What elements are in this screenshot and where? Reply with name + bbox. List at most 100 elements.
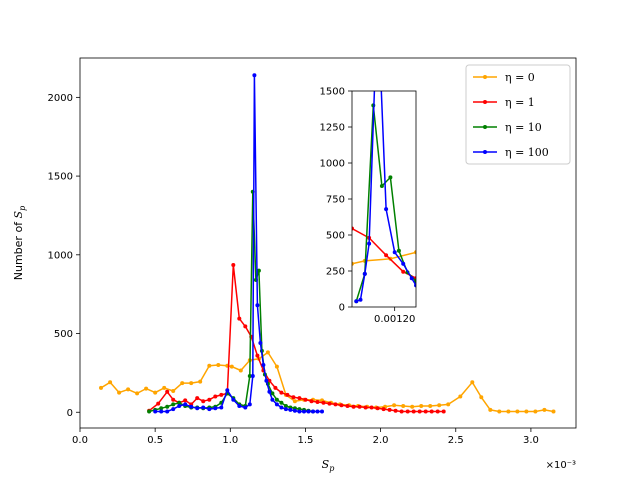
main-point-0 <box>171 389 176 393</box>
main-point-10 <box>256 268 261 273</box>
main-point-0 <box>488 407 493 412</box>
main-point-100 <box>171 407 176 412</box>
main-point-100 <box>264 378 269 383</box>
main-x-tick-label: 1.0 <box>222 435 238 446</box>
main-point-0 <box>126 387 131 392</box>
main-point-0 <box>515 409 520 414</box>
main-point-1 <box>339 403 344 408</box>
main-point-100 <box>297 409 302 414</box>
main-point-1 <box>315 400 320 404</box>
main-point-1 <box>165 389 170 394</box>
main-point-1 <box>285 392 290 397</box>
main-point-0 <box>410 404 415 409</box>
legend: η = 0 η = 1 η = 10 η = 100 <box>465 64 571 165</box>
legend-swatch-marker <box>483 125 487 129</box>
main-point-1 <box>381 407 386 412</box>
main-point-100 <box>153 409 158 414</box>
main-point-1 <box>309 399 314 404</box>
main-point-10 <box>279 400 284 405</box>
main-point-0 <box>135 391 140 396</box>
main-point-100 <box>288 407 293 412</box>
legend-item-1: η = 1 <box>473 96 535 109</box>
legend-item-100: η = 100 <box>473 146 549 159</box>
main-y-tick-label: 0 <box>67 408 73 419</box>
main-point-100 <box>252 73 257 78</box>
main-point-10 <box>171 402 176 407</box>
main-point-1 <box>387 407 392 412</box>
main-point-1 <box>201 399 206 404</box>
main-point-1 <box>441 409 446 414</box>
main-point-1 <box>243 324 248 329</box>
main-point-100 <box>302 409 306 414</box>
main-point-0 <box>458 394 463 399</box>
main-point-0 <box>533 409 538 414</box>
main-line-10 <box>148 191 314 413</box>
main-x-tick-label: 3.0 <box>523 435 539 446</box>
main-point-100 <box>213 406 218 411</box>
main-point-0 <box>479 395 484 400</box>
inset-point-1 <box>352 226 354 231</box>
main-point-100 <box>255 303 260 308</box>
main-point-0 <box>274 364 279 369</box>
main-point-1 <box>219 392 224 397</box>
main-point-10 <box>283 404 288 408</box>
main-point-100 <box>258 341 263 345</box>
main-point-1 <box>237 316 242 321</box>
main-x-tick-label: 0.0 <box>72 435 88 446</box>
main-point-0 <box>153 390 158 395</box>
legend-label: η = 1 <box>505 96 535 109</box>
main-point-1 <box>213 394 218 399</box>
main-x-tick-label: 2.5 <box>448 435 464 446</box>
main-y-tick-label: 1000 <box>48 250 73 261</box>
main-point-1 <box>195 396 200 401</box>
main-point-0 <box>551 409 556 414</box>
main-x-tick-label: 0.5 <box>147 435 163 446</box>
main-point-100 <box>250 374 255 378</box>
main-point-1 <box>435 409 440 414</box>
x-axis-scale-note: ×10⁻³ <box>546 460 576 471</box>
inset-point-1 <box>384 253 389 258</box>
main-point-0 <box>144 386 149 391</box>
y-axis-label: Number of Sp <box>12 206 27 280</box>
main-point-1 <box>279 390 284 395</box>
main-point-0 <box>437 403 442 408</box>
inset-x-tick-label: 0.00120 <box>374 314 415 325</box>
main-point-100 <box>183 402 188 407</box>
main-point-0 <box>189 381 194 386</box>
main-point-0 <box>428 404 433 408</box>
main-point-1 <box>357 404 362 409</box>
main-point-10 <box>147 409 152 414</box>
main-point-1 <box>327 401 332 406</box>
main-plot-frame <box>79 57 577 429</box>
inset-point-0 <box>352 261 354 266</box>
main-point-1 <box>429 409 434 414</box>
main-point-0 <box>117 390 122 395</box>
main-point-0 <box>470 380 475 385</box>
inset-point-100 <box>414 283 416 288</box>
legend-label: η = 100 <box>505 146 549 159</box>
main-point-10 <box>270 391 275 396</box>
main-point-10 <box>177 400 182 405</box>
main-point-0 <box>180 381 185 386</box>
main-point-100 <box>292 408 297 413</box>
main-point-1 <box>393 408 398 413</box>
legend-swatch-marker <box>483 100 487 104</box>
main-point-100 <box>311 409 315 414</box>
main-point-1 <box>231 263 236 267</box>
main-point-0 <box>292 399 297 404</box>
inset-line-100 <box>356 91 416 302</box>
x-axis-label: Sp <box>322 458 335 473</box>
main-point-100 <box>225 388 230 393</box>
main-point-0 <box>207 363 212 368</box>
main-point-1 <box>303 397 308 402</box>
main-y-tick-label: 2000 <box>48 93 73 104</box>
main-y-tick-label: 1500 <box>48 172 73 183</box>
main-y-ticks: 0 500 1000 1500 2000 <box>48 93 80 419</box>
main-x-tick-label: 2.0 <box>373 435 389 446</box>
main-point-1 <box>207 397 212 402</box>
main-point-1 <box>417 409 422 414</box>
main-x-tick-label: 1.5 <box>298 435 314 446</box>
inset-plot-background <box>352 91 416 307</box>
inset-point-100 <box>392 250 397 255</box>
main-point-0 <box>99 385 103 390</box>
